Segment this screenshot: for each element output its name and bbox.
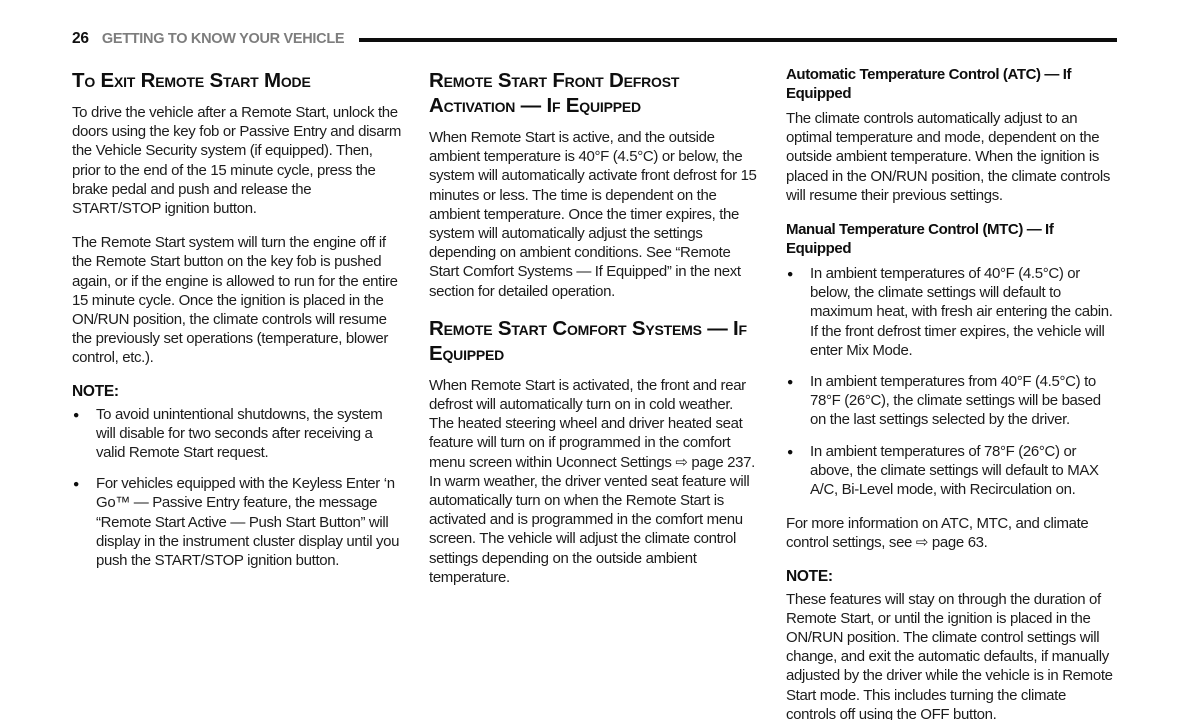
- paragraph: When Remote Start is active, and the out…: [429, 129, 757, 300]
- note-heading: NOTE:: [72, 382, 119, 400]
- running-header: 26 GETTING TO KNOW YOUR VEHICLE: [72, 30, 1117, 47]
- page-number: 26: [72, 30, 89, 47]
- subsection-heading: Manual Temperature Control (MTC) — If Eq…: [786, 221, 1054, 258]
- paragraph: To drive the vehicle after a Remote Star…: [72, 104, 401, 218]
- paragraph: When Remote Start is activated, the fron…: [429, 376, 755, 586]
- bullet-item: For vehicles equipped with the Keyless E…: [72, 474, 402, 570]
- column-exit-remote-start: To Exit Remote Start Mode To drive the v…: [72, 65, 402, 720]
- note-paragraph: These features will stay on through the …: [786, 590, 1113, 720]
- note-bullet-list: To avoid unintentional shutdowns, the sy…: [72, 405, 402, 571]
- paragraph: The climate controls automatically adjus…: [786, 110, 1110, 204]
- note-heading: NOTE:: [786, 567, 833, 585]
- section-heading: Remote Start Comfort Systems — If Equipp…: [429, 316, 747, 365]
- content-columns: To Exit Remote Start Mode To drive the v…: [72, 65, 1117, 720]
- subsection-heading: Automatic Temperature Control (ATC) — If…: [786, 66, 1072, 102]
- paragraph: The Remote Start system will turn the en…: [72, 234, 398, 367]
- bullet-item: In ambient temperatures from 40°F (4.5°C…: [786, 372, 1116, 430]
- paragraph: For more information on ATC, MTC, and cl…: [786, 515, 1089, 552]
- mtc-bullet-list: In ambient temperatures of 40°F (4.5°C) …: [786, 264, 1116, 499]
- section-heading: To Exit Remote Start Mode: [72, 69, 311, 92]
- section-heading: Remote Start Front Defrost Activation — …: [429, 69, 680, 117]
- header-rule: [359, 37, 1117, 42]
- bullet-item: In ambient temperatures of 40°F (4.5°C) …: [786, 264, 1116, 360]
- bullet-item: To avoid unintentional shutdowns, the sy…: [72, 405, 402, 463]
- column-front-defrost: Remote Start Front Defrost Activation — …: [429, 65, 759, 720]
- bullet-item: In ambient temperatures of 78°F (26°C) o…: [786, 442, 1116, 500]
- chapter-title: GETTING TO KNOW YOUR VEHICLE: [101, 31, 345, 47]
- column-temperature-control: Automatic Temperature Control (ATC) — If…: [786, 65, 1116, 720]
